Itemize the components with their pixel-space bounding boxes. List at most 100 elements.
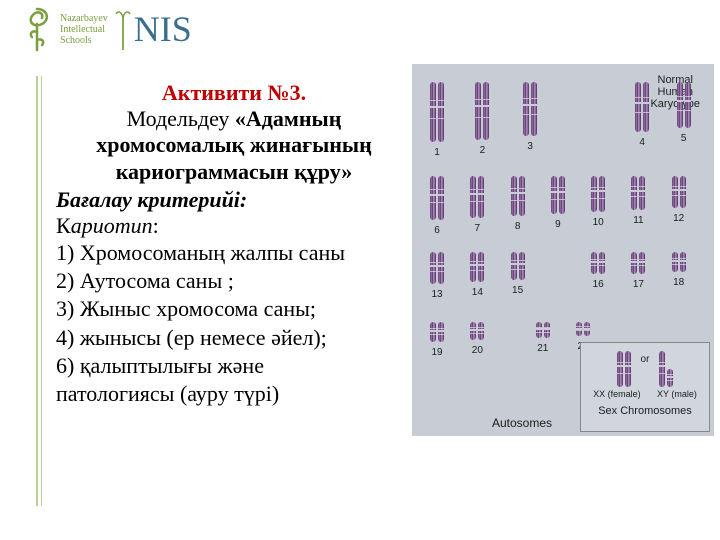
chromosome-pair <box>591 252 605 274</box>
or-text: or <box>641 354 650 365</box>
chromosome-number: 21 <box>537 343 548 354</box>
criteria-item: 3) Жыныс хромосома саны; <box>56 295 412 323</box>
criteria-list: 1) Хромосоманың жалпы саны 2) Аутосома с… <box>56 239 412 408</box>
chromosome-pair <box>470 176 484 218</box>
chromosome-slot: 2 <box>475 82 489 156</box>
chromosome-icon <box>599 252 605 274</box>
chromosome-icon <box>478 252 484 282</box>
chromosome-icon <box>680 252 686 272</box>
activity-number: Активити №3. <box>56 80 412 106</box>
sex-pairs: or <box>585 351 705 387</box>
logo-nis-text: NIS <box>134 8 192 50</box>
karyotype-k: К <box>56 213 71 238</box>
chromosome-icon <box>591 252 597 274</box>
title-bold2: хромосомалық жинағының <box>96 132 372 157</box>
chromosome-number: 9 <box>555 219 561 230</box>
title-bold3: кариограммасын құру» <box>116 159 353 184</box>
chromosome-slot: 9 <box>551 176 565 230</box>
autosomes-label: Autosomes <box>492 416 552 430</box>
chromosome-slot: 19 <box>430 322 444 358</box>
chromosome-icon <box>519 252 525 280</box>
karyotype-rest: ариотип <box>71 213 153 238</box>
chromosome-slot: 6 <box>430 176 444 236</box>
chromosome-pair <box>631 176 645 210</box>
chromosome-icon <box>438 252 444 284</box>
chromosome-icon <box>635 82 641 132</box>
chromosome-pair <box>511 176 525 216</box>
chromosome-icon <box>631 176 637 210</box>
chromosome-pair <box>576 322 590 336</box>
chromosome-icon <box>672 252 678 272</box>
criteria-item: 6) қалыптылығы және <box>56 352 412 380</box>
title-bold1: «Адамның <box>235 106 342 131</box>
chromosome-pair <box>430 82 444 142</box>
chromosome-slot: 7 <box>470 176 484 234</box>
chromosome-pair <box>430 252 444 284</box>
chromosome-icon <box>685 82 691 128</box>
chromosome-icon <box>591 176 597 212</box>
chromosome-number: 15 <box>512 285 523 296</box>
chromosome-icon <box>478 322 484 340</box>
logo-line3: Schools <box>60 35 108 46</box>
chromosome-number: 11 <box>633 215 643 226</box>
logo-line1: Nazarbayev <box>60 13 108 24</box>
sex-chromosomes-label: Sex Chromosomes <box>585 405 705 417</box>
title-lead: Модельдеу <box>127 106 235 131</box>
nis-swirl-icon <box>20 6 54 52</box>
chromosome-icon <box>672 176 678 208</box>
chromosome-number: 5 <box>681 133 687 144</box>
criteria-item: патологиясы (ауру түрі) <box>56 380 412 408</box>
logo-mark: NIS <box>114 6 192 52</box>
chromosome-icon <box>475 82 481 140</box>
chromosome-number: 12 <box>673 213 684 224</box>
chromosome-icon <box>639 252 645 274</box>
chromosome-icon <box>478 176 484 218</box>
chromosome-slot: 18 <box>672 252 686 288</box>
karyotype-figure: Normal Human Karyotype 12345678910111213… <box>412 64 714 436</box>
chromosome-icon <box>430 82 436 142</box>
chromosome-number: 10 <box>593 217 604 228</box>
chromosome-number: 6 <box>434 225 440 236</box>
chromosome-slot: 21 <box>536 322 550 354</box>
chromosome-number: 2 <box>480 145 486 156</box>
chromosome-icon <box>584 322 590 336</box>
chromosome-icon <box>544 322 550 338</box>
chromosome-slot: 13 <box>430 252 444 300</box>
chromosome-slot: 4 <box>635 82 649 148</box>
chromosome-slot: 17 <box>631 252 645 290</box>
criteria-item: 2) Аутосома саны ; <box>56 267 412 295</box>
text-content: Активити №3. Модельдеу «Адамның хромосом… <box>56 80 412 408</box>
chromosome-slot: 3 <box>523 82 537 152</box>
chromosome-number: 1 <box>434 147 440 158</box>
chromosome-number: 13 <box>432 289 443 300</box>
chromosome-number: 4 <box>639 137 645 148</box>
chromosome-pair <box>672 252 686 272</box>
sex-chromosomes-box: or XX (female) XY (male) Sex Chromosomes <box>580 342 710 432</box>
chromosome-pair <box>511 252 525 280</box>
chromosome-number: 3 <box>527 141 533 152</box>
vertical-divider <box>36 76 38 506</box>
chromosome-number: 20 <box>472 345 483 356</box>
chromosome-icon <box>576 322 582 336</box>
xx-label: XX (female) <box>593 389 641 399</box>
chromosome-icon <box>430 322 436 342</box>
xx-pair <box>617 351 631 387</box>
chromosome-pair <box>635 82 649 132</box>
chromosome-icon <box>430 252 436 284</box>
nis-leaf-icon <box>114 6 132 52</box>
karyotype-label: Кариотип: <box>56 213 412 239</box>
chromosome-pair <box>536 322 550 338</box>
chromosome-slot: 11 <box>631 176 645 226</box>
chromosome-pair <box>591 176 605 212</box>
chromosome-icon <box>519 176 525 216</box>
chromosome-slot: 8 <box>511 176 525 232</box>
chromosome-icon <box>430 176 436 220</box>
nis-logo: Nazarbayev Intellectual Schools NIS <box>20 6 192 52</box>
chromosome-slot: 16 <box>591 252 605 290</box>
chromosome-slot: 12 <box>672 176 686 224</box>
chromosome-icon <box>511 252 517 280</box>
activity-title: Модельдеу «Адамның хромосомалық жинағыны… <box>56 106 412 185</box>
chromosome-number: 16 <box>593 279 604 290</box>
logo-text: Nazarbayev Intellectual Schools <box>60 13 108 46</box>
chromosome-icon <box>483 82 489 140</box>
